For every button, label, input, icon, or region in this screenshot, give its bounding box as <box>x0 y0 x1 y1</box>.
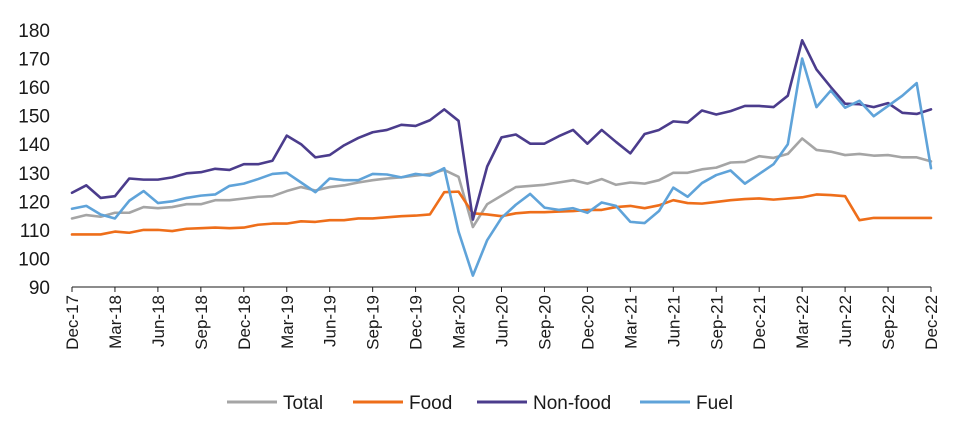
y-axis: 90 100 110 120 130 140 150 160 170 180 <box>18 21 50 299</box>
x-tick-label: Mar-18 <box>106 295 125 349</box>
x-tick-label: Mar-19 <box>278 295 297 349</box>
x-tick-label: Sep-19 <box>364 295 383 350</box>
series-line-food <box>70 190 933 236</box>
x-tick-label: Sep-20 <box>535 295 554 350</box>
y-tick-label: 160 <box>18 78 50 99</box>
y-tick-label: 170 <box>18 50 50 71</box>
y-tick-label: 110 <box>20 221 50 242</box>
legend: Total Food Non-food Fuel <box>227 393 733 414</box>
x-axis: Dec-17 Mar-18 Jun-18 Sep-18 Dec-18 Mar-19 Jun-… <box>63 286 941 350</box>
x-tick-label: Mar-20 <box>450 295 469 349</box>
y-tick-label: 130 <box>18 164 50 185</box>
x-tick-label: Jun-20 <box>493 295 512 347</box>
x-tick-label: Jun-22 <box>836 295 855 347</box>
legend-label-total: Total <box>283 393 323 414</box>
x-tick-label: Mar-21 <box>621 295 640 349</box>
x-tick-label: Dec-21 <box>750 295 769 350</box>
legend-label-food: Food <box>409 393 452 414</box>
x-tick-label: Mar-22 <box>793 295 812 349</box>
y-tick-label: 120 <box>18 192 50 213</box>
x-tick-label: Sep-21 <box>707 295 726 350</box>
x-tick-label: Dec-17 <box>63 295 82 350</box>
x-tick-label: Jun-18 <box>149 295 168 347</box>
x-tick-label: Jun-21 <box>664 295 683 347</box>
y-tick-label: 180 <box>18 21 50 42</box>
x-tick-label: Dec-19 <box>407 295 426 350</box>
series-line-total <box>70 137 933 229</box>
y-tick-label: 150 <box>18 107 50 128</box>
series-lines <box>70 38 933 277</box>
x-tick-label: Sep-22 <box>879 295 898 350</box>
series-line-fuel <box>70 57 933 277</box>
legend-label-non-food: Non-food <box>533 393 611 414</box>
x-tick-label: Jun-19 <box>321 295 340 347</box>
x-tick-label: Dec-18 <box>235 295 254 350</box>
y-tick-label: 90 <box>29 278 50 299</box>
x-tick-label: Sep-18 <box>192 295 211 350</box>
y-tick-label: 140 <box>18 135 50 156</box>
legend-label-fuel: Fuel <box>696 393 733 414</box>
series-line-non-food <box>70 38 933 221</box>
x-tick-label: Dec-22 <box>922 295 941 350</box>
y-tick-label: 100 <box>18 249 50 270</box>
x-tick-label: Dec-20 <box>578 295 597 350</box>
